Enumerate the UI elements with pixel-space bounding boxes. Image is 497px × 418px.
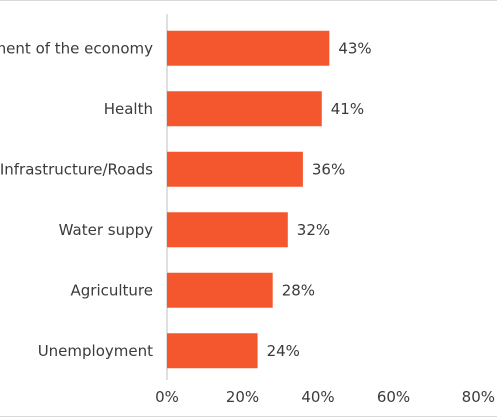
value-label-0: 43% [338, 39, 371, 57]
value-label-1: 41% [331, 100, 364, 118]
bar-2 [167, 151, 303, 187]
bars-group [167, 30, 330, 369]
x-axis-ticks: 0% 20% 40% 60% 80% [155, 388, 495, 406]
category-label-2: Infrastructure/Roads [0, 160, 153, 178]
bar-3 [167, 212, 288, 248]
value-label-4: 28% [282, 281, 315, 299]
value-labels: 43% 41% 36% 32% 28% 24% [267, 39, 372, 360]
bar-0 [167, 30, 330, 66]
x-tick-label-3: 60% [377, 388, 410, 406]
value-label-5: 24% [267, 342, 300, 360]
category-labels: Management of the economy Health Infrastru… [0, 39, 153, 360]
x-tick-label-1: 20% [226, 388, 259, 406]
category-label-1: Health [104, 100, 153, 118]
category-label-5: Unemployment [38, 342, 153, 360]
value-label-3: 32% [297, 221, 330, 239]
category-label-3: Water suppy [59, 221, 153, 239]
category-label-0: Management of the economy [0, 39, 153, 57]
bar-4 [167, 272, 273, 308]
bar-1 [167, 91, 322, 127]
x-tick-label-2: 40% [301, 388, 334, 406]
value-label-2: 36% [312, 160, 345, 178]
bar-5 [167, 333, 258, 369]
category-label-4: Agriculture [71, 281, 154, 299]
x-tick-label-4: 80% [462, 388, 495, 406]
x-tick-label-0: 0% [155, 388, 179, 406]
